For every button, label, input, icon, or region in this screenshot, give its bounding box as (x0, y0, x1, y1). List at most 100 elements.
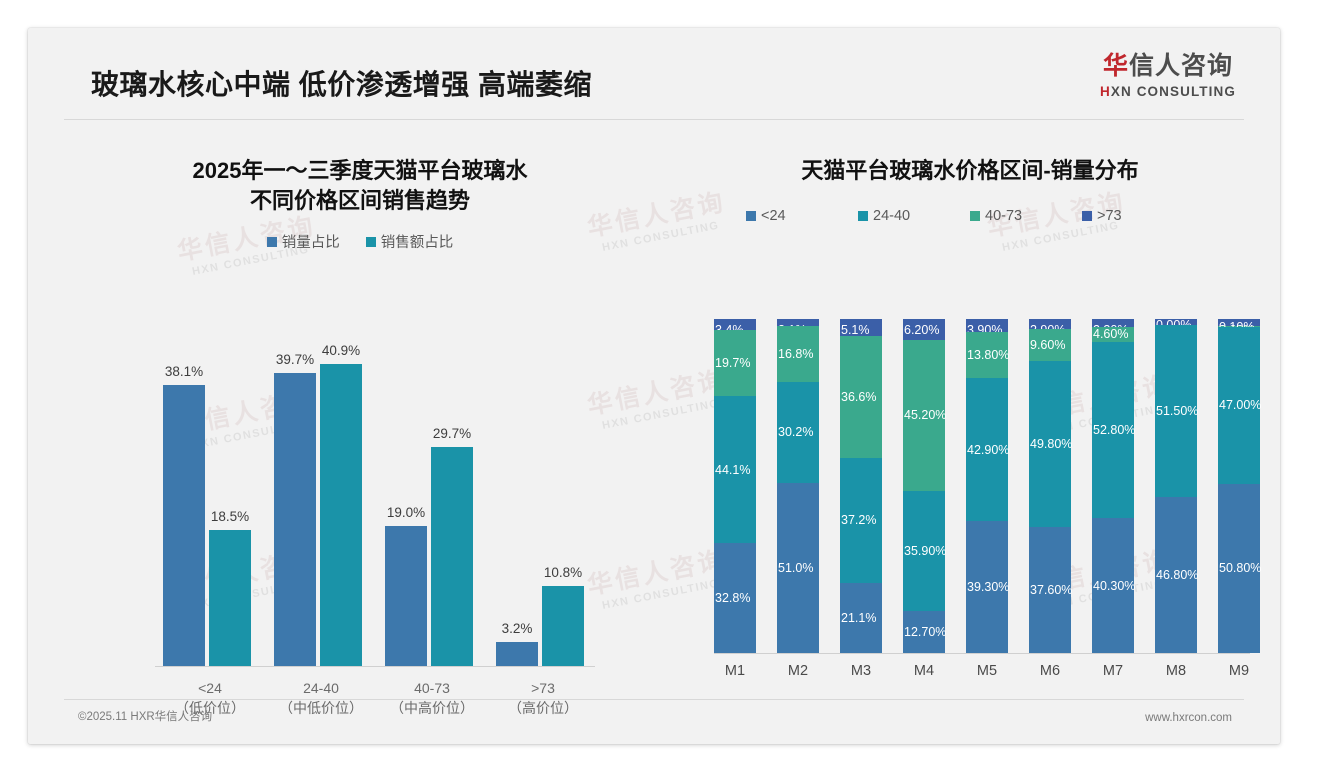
stacked-bar-column[interactable]: 2.20%0.10%47.00%50.80% (1218, 319, 1262, 654)
stacked-bar-segment[interactable]: 4.60% (1092, 326, 1134, 343)
x-axis-month-label: M4 (913, 663, 935, 679)
stacked-bar-segment[interactable]: 12.70% (903, 610, 947, 653)
stacked-bar-segment[interactable]: 9.60% (1029, 328, 1071, 361)
stacked-bar-segment[interactable]: 2.90% (1029, 319, 1071, 337)
stacked-segment-value-label: 30.2% (778, 425, 814, 440)
stacked-bar-segment[interactable]: 32.8% (714, 543, 756, 653)
bar-column[interactable]: 39.7% (274, 352, 316, 666)
x-axis-category-sub: （中高价位） (390, 700, 474, 717)
x-axis-month-label: M6 (1039, 663, 1061, 679)
stacked-bar-segment[interactable]: 42.90% (966, 378, 1009, 522)
right-chart-legend: <24 24-40 40-73 >73 (676, 208, 1264, 224)
bar-column[interactable]: 10.8% (542, 565, 584, 666)
stacked-bar-segment[interactable]: 13.80% (966, 332, 1009, 379)
stacked-bar-segment[interactable]: 46.80% (1155, 496, 1198, 653)
stacked-bar-segment[interactable]: 39.30% (966, 521, 1009, 653)
x-axis-category-label: 40-73 （中高价位） (362, 678, 502, 719)
left-chart-plot: 38.1% 18.5% <24 （低价位） 39.7% 40.9% 24-40 （中低价位） 1… (60, 306, 660, 716)
stacked-bar-segment[interactable]: 51.0% (777, 482, 819, 653)
stacked-bar-segment[interactable]: 21.1% (840, 582, 882, 653)
bar-group: 3.2% 10.8% (488, 306, 598, 666)
stacked-bar-segment[interactable]: 2.1% (777, 319, 819, 337)
stacked-bar-column[interactable]: 2.1% 16.8% 30.2% 51.0% (777, 319, 819, 653)
stacked-bar-column[interactable]: 1.70%0.00%51.50%46.80% (1155, 318, 1198, 653)
stacked-bar-segment[interactable]: 3.4% (714, 319, 756, 337)
stacked-bar-segment[interactable]: 40.30% (1092, 518, 1135, 653)
stacked-bar-segment[interactable]: 44.1% (714, 396, 756, 544)
bar[interactable] (274, 373, 316, 666)
bar-column[interactable]: 18.5% (209, 509, 251, 666)
bar[interactable] (320, 364, 362, 666)
legend-item[interactable]: 销量占比 (266, 231, 340, 252)
x-axis-category-main: 40-73 (414, 680, 450, 696)
bar[interactable] (542, 586, 584, 666)
x-axis-month-label: M5 (976, 663, 998, 679)
bar-value-label: 19.0% (386, 504, 426, 520)
legend-item[interactable]: 24-40 (858, 208, 970, 224)
bar-column[interactable]: 40.9% (320, 343, 362, 666)
legend-item[interactable]: 销售额占比 (365, 231, 453, 252)
page-title: 玻璃水核心中端 低价渗透增强 高端萎缩 (91, 69, 593, 100)
bar-value-label: 18.5% (210, 508, 250, 524)
legend-item[interactable]: 40-73 (970, 208, 1082, 224)
x-axis-month-label: M9 (1228, 663, 1250, 679)
stacked-bar-segment[interactable]: 50.80% (1218, 483, 1262, 654)
stacked-bar-segment[interactable]: 47.00% (1218, 326, 1261, 484)
stacked-bar-column[interactable]: 2.90%9.60% 49.80% 37.60% (1029, 319, 1072, 653)
stacked-bar-segment[interactable]: 37.2% (840, 458, 882, 583)
logo-cn-rest: 信人咨询 (1129, 52, 1234, 80)
left-chart-panel: 2025年一～三季度天猫平台玻璃水 不同价格区间销售趋势 销量占比 销售额占比 3… (60, 156, 660, 716)
bar[interactable] (431, 446, 473, 666)
bar[interactable] (163, 384, 205, 666)
stacked-bar-segment[interactable]: 49.80% (1029, 360, 1072, 528)
stacked-bar-segment[interactable]: 5.1% (840, 319, 882, 337)
stacked-bar-column[interactable]: 5.1% 36.6% 37.2% 21.1% (840, 319, 882, 653)
stacked-bar-column[interactable]: 2.30%4.60% 52.80% 40.30% (1092, 319, 1136, 653)
legend-label: >73 (1097, 207, 1122, 224)
stacked-bar-segment[interactable]: 6.20% (903, 319, 945, 340)
legend-item[interactable]: >73 (1082, 208, 1194, 224)
bar-column[interactable]: 38.1% (163, 364, 205, 666)
stacked-bar-column[interactable]: 6.20% 45.20% 35.90% 12.70% (903, 319, 947, 653)
stacked-bar-segment[interactable]: 16.8% (777, 326, 819, 383)
stacked-bar-segment[interactable]: 51.50% (1155, 324, 1198, 497)
x-axis-category-sub: （高价位） (508, 700, 578, 717)
stacked-segment-value-label: 52.80% (1093, 423, 1136, 438)
stacked-segment-value-label: 45.20% (904, 408, 947, 423)
stacked-bar-column[interactable]: 3.4% 19.7% 44.1% 32.8% (714, 319, 756, 653)
right-chart-axis-line (714, 653, 1250, 654)
bar-column[interactable]: 19.0% (385, 505, 427, 666)
stacked-bar-segment[interactable]: 45.20% (903, 339, 947, 491)
legend-swatch-icon (970, 210, 980, 221)
bar-column[interactable]: 29.7% (431, 426, 473, 666)
legend-label: 销量占比 (281, 235, 340, 252)
bar-value-label: 39.7% (275, 352, 315, 368)
stacked-bar-segment[interactable]: 37.60% (1029, 527, 1072, 653)
stacked-bar-segment[interactable]: 3.90% (966, 319, 1008, 337)
left-chart-legend: 销量占比 销售额占比 (60, 231, 660, 252)
stacked-segment-value-label: 50.80% (1219, 561, 1262, 576)
x-axis-month-label: M1 (724, 663, 746, 679)
stacked-segment-value-label: 5.1% (841, 323, 870, 337)
right-chart-panel: 天猫平台玻璃水价格区间-销量分布 <24 24-40 40-73 >73 3.4% 19… (676, 156, 1264, 716)
logo-en-rest: XN CONSULTING (1110, 84, 1236, 99)
legend-swatch-icon (858, 210, 868, 221)
bar[interactable] (496, 642, 538, 666)
x-axis-month-label: M3 (850, 663, 872, 679)
stacked-segment-value-label: 12.70% (904, 624, 947, 639)
stacked-bar-segment[interactable]: 30.2% (777, 382, 819, 483)
footer-divider (64, 699, 1244, 700)
bar[interactable] (385, 525, 427, 666)
stacked-bar-segment[interactable]: 35.90% (903, 490, 946, 611)
stacked-bar-segment[interactable]: 52.80% (1092, 342, 1136, 519)
logo-cn-accent-char: 华 (1102, 52, 1129, 80)
stacked-bar-segment[interactable]: 19.7% (714, 330, 756, 397)
x-axis-category-label: 24-40 （中低价位） (251, 678, 391, 719)
stacked-bar-segment[interactable]: 2.30% (1092, 319, 1134, 337)
legend-item[interactable]: <24 (746, 208, 858, 224)
stacked-bar-column[interactable]: 3.90% 13.80% 42.90% 39.30% (966, 319, 1009, 653)
logo-en-accent-char: H (1100, 84, 1111, 99)
bar[interactable] (209, 529, 251, 666)
stacked-bar-segment[interactable]: 36.6% (840, 336, 882, 459)
bar-column[interactable]: 3.2% (496, 621, 538, 666)
